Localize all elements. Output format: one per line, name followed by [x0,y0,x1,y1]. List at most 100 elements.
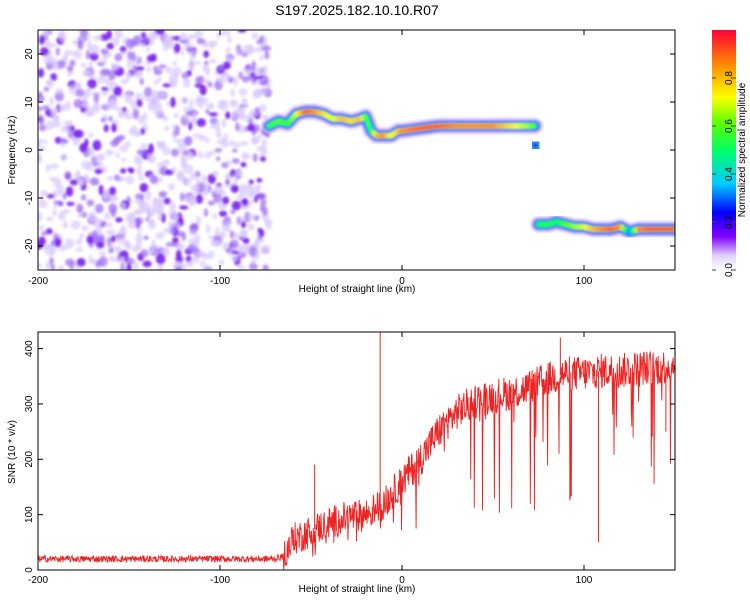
noise-blob [49,257,54,266]
spectrogram-y-tick-label: 20 [24,48,35,60]
noise-blob [72,50,83,59]
noise-blob [85,50,90,60]
noise-blob [63,50,74,56]
noise-blob [47,78,54,89]
ridge-point [365,118,370,124]
noise-blob [262,264,269,270]
noise-blob [101,86,109,91]
noise-blob [105,222,113,228]
noise-blob [79,233,84,240]
noise-blob [38,152,42,164]
noise-blob [235,49,244,57]
noise-blob [147,104,155,112]
noise-blob [122,106,127,113]
noise-blob [51,209,57,216]
noise-blob [89,147,95,159]
noise-blob [81,225,89,232]
colorbar-tick-label: 0.8 [724,71,735,85]
noise-blob [175,255,183,264]
noise-blob [179,217,184,227]
noise-blob [225,248,231,253]
noise-blob [162,83,172,88]
noise-blob [62,192,67,200]
noise-blob [247,123,256,132]
noise-blob [38,262,42,269]
noise-blob [173,35,181,41]
noise-blob [187,151,195,160]
spectrogram-x-tick-label: -200 [28,276,48,287]
noise-blob [55,47,60,56]
noise-blob [203,50,210,58]
noise-blob [127,50,132,61]
noise-blob [158,64,167,69]
snr-y-tick-label: 200 [24,451,35,468]
noise-blob [40,47,49,56]
noise-blob [39,190,49,196]
noise-blob [232,148,238,153]
spectrogram-x-axis-label: Height of straight line (km) [299,284,416,295]
noise-blob [225,159,231,166]
noise-blob [225,46,231,55]
noise-blob [131,51,136,62]
noise-blob [183,115,189,120]
noise-blob [72,39,78,46]
noise-blob [108,203,118,214]
noise-blob [185,260,194,268]
noise-blob [54,237,62,248]
noise-blob [218,259,225,266]
noise-blob [77,39,84,50]
noise-blob [200,97,209,105]
noise-blob [201,174,207,184]
noise-blob [222,196,230,205]
noise-blob [39,196,44,204]
noise-blob [94,203,104,214]
noise-blob [241,198,249,207]
noise-blob [256,145,266,152]
noise-blob [136,165,143,177]
noise-blob [58,104,67,112]
noise-blob [92,103,98,110]
noise-blob [83,110,94,117]
noise-blob [93,93,100,104]
noise-blob [157,262,164,270]
snr-x-tick-label: 100 [576,575,593,586]
noise-blob [105,149,115,156]
noise-blob [45,120,54,131]
noise-blob [52,115,60,122]
noise-blob [125,175,135,185]
noise-blob [248,179,254,185]
noise-blob [134,66,145,71]
noise-blob [75,247,84,252]
noise-blob [229,100,238,108]
noise-blob [45,261,51,270]
noise-blob [144,95,150,102]
noise-blob [205,67,210,77]
noise-blob [126,263,132,270]
noise-blob [176,261,181,270]
noise-blob [229,230,235,239]
noise-blob [169,72,179,84]
noise-blob [225,111,231,120]
colorbar-tick-label: 0.2 [724,215,735,229]
noise-blob [79,142,88,153]
noise-blob [80,62,87,68]
noise-blob [164,125,170,132]
noise-blob [231,250,241,255]
noise-blob [132,130,141,137]
noise-blob [163,197,171,205]
noise-blob [86,39,92,51]
noise-blob [189,98,194,109]
noise-blob [135,240,142,251]
noise-blob [249,262,258,270]
noise-blob [163,34,172,46]
noise-blob [125,38,135,49]
noise-blob [264,50,270,60]
noise-blob [220,30,231,36]
noise-blob [176,173,186,182]
noise-blob [109,37,116,42]
noise-blob [53,177,62,188]
noise-blob [170,96,176,108]
noise-blob [161,213,166,223]
noise-blob [101,220,107,227]
